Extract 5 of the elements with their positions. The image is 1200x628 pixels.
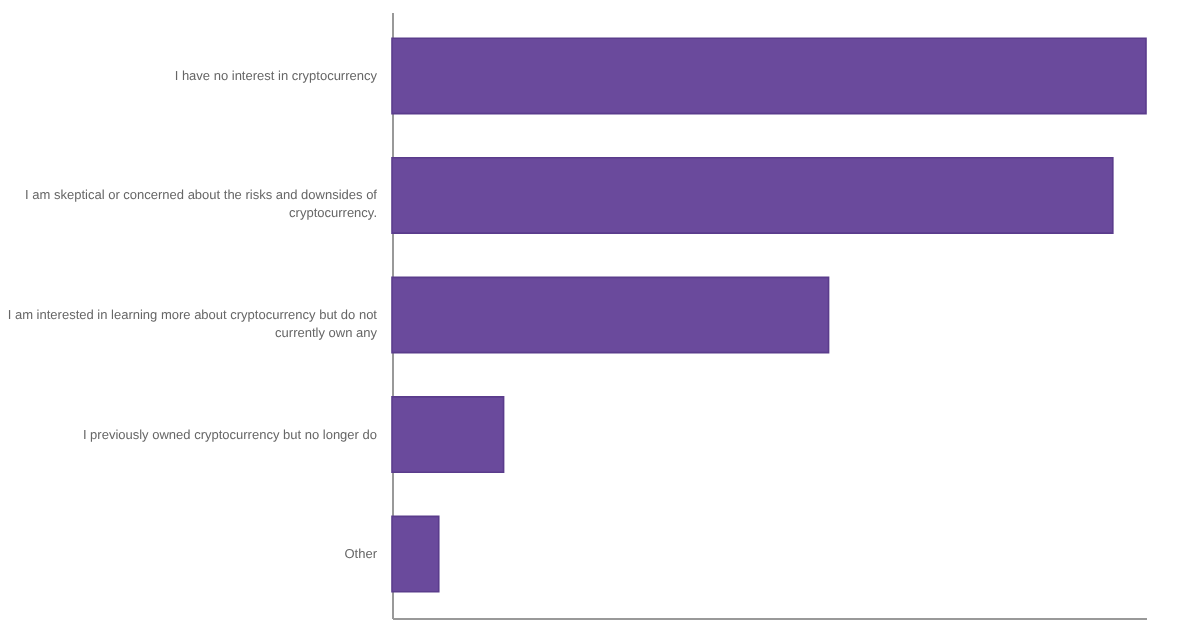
bar [391,157,1114,234]
bar [391,276,830,354]
bar [391,37,1147,115]
bar [391,515,440,593]
bar [391,396,505,473]
